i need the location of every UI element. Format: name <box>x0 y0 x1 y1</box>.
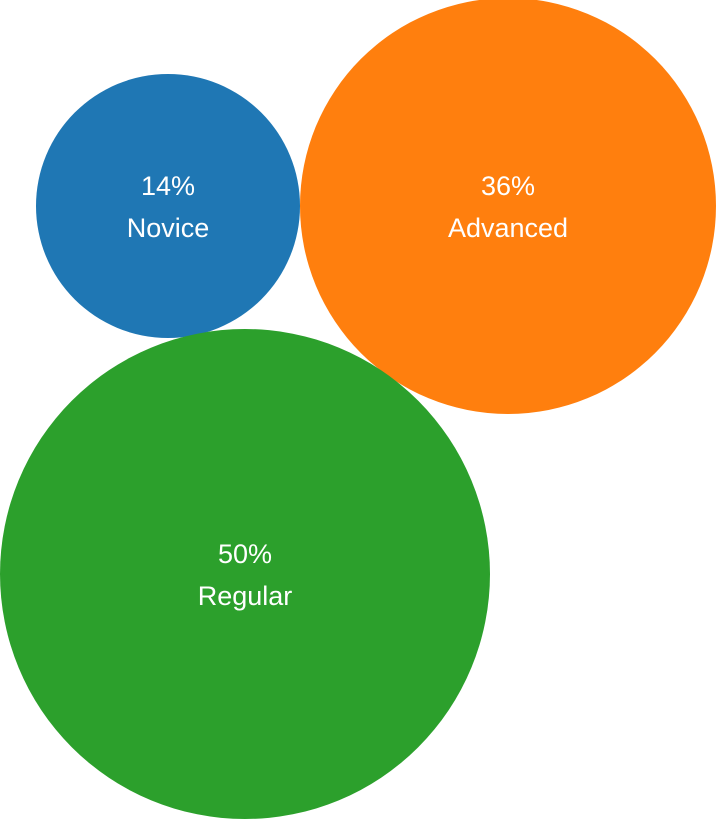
bubble-regular-value-label: 50% <box>218 539 272 569</box>
bubble-regular-name-label: Regular <box>198 581 293 611</box>
bubble-advanced[interactable]: 36% Advanced <box>300 0 716 414</box>
bubble-advanced-circle[interactable] <box>300 0 716 414</box>
bubble-advanced-name-label: Advanced <box>448 213 568 243</box>
bubble-regular-circle[interactable] <box>0 329 490 819</box>
bubble-advanced-value-label: 36% <box>481 171 535 201</box>
bubble-regular[interactable]: 50% Regular <box>0 329 490 819</box>
bubble-novice-value-label: 14% <box>141 171 195 201</box>
bubble-novice-circle[interactable] <box>36 74 300 338</box>
bubble-novice-name-label: Novice <box>127 213 210 243</box>
bubble-novice[interactable]: 14% Novice <box>36 74 300 338</box>
